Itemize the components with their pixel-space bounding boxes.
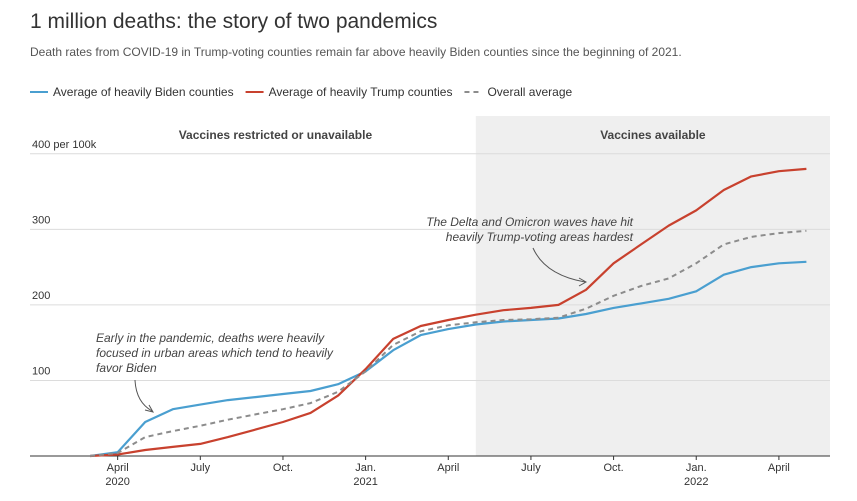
x-tick-label: Jan. [355,462,376,474]
x-tick-label: July [521,462,541,474]
annotation: focused in urban areas which tend to hea… [96,346,334,360]
legend-label: Overall average [487,85,572,99]
series-line [89,229,807,457]
legend: Average of heavily Biden counties Average… [30,85,572,99]
x-tick-label: Oct. [604,462,624,474]
chart-title: 1 million deaths: the story of two pande… [30,10,437,33]
arrow-head [144,404,155,413]
annotation-arrow [134,379,153,412]
background-layer [30,116,830,457]
x-tick-year: 2022 [684,476,708,488]
arrow-head [578,277,588,287]
legend-label: Average of heavily Trump counties [269,85,453,99]
series-line [89,260,807,458]
x-tick-label: Oct. [273,462,293,474]
y-tick-label: 200 [32,290,50,302]
y-tick-label: 400 per 100k [32,139,97,151]
annotation: Early in the pandemic, deaths were heavi… [96,331,325,345]
annotation-arrow [532,247,586,283]
series-line [90,167,807,458]
x-tick-year: 2020 [105,476,129,488]
y-tick-label: 100 [32,365,50,377]
x-tick-label: April [107,462,129,474]
annotation: favor Biden [96,361,157,375]
x-tick-label: July [191,462,211,474]
shaded-region [475,116,830,456]
annotation: heavily Trump-voting areas hardest [446,230,634,244]
chart-subtitle: Death rates from COVID-19 in Trump-votin… [30,45,682,59]
x-tick-label: Jan. [686,462,707,474]
x-tick-label: April [437,462,459,474]
y-tick-label: 300 [32,214,50,226]
x-tick-label: April [768,462,790,474]
annotation: The Delta and Omicron waves have hit [426,215,633,229]
legend-label: Average of heavily Biden counties [53,85,234,99]
x-tick-year: 2021 [353,476,377,488]
region-label: Vaccines available [600,128,706,142]
region-label: Vaccines restricted or unavailable [179,128,373,142]
